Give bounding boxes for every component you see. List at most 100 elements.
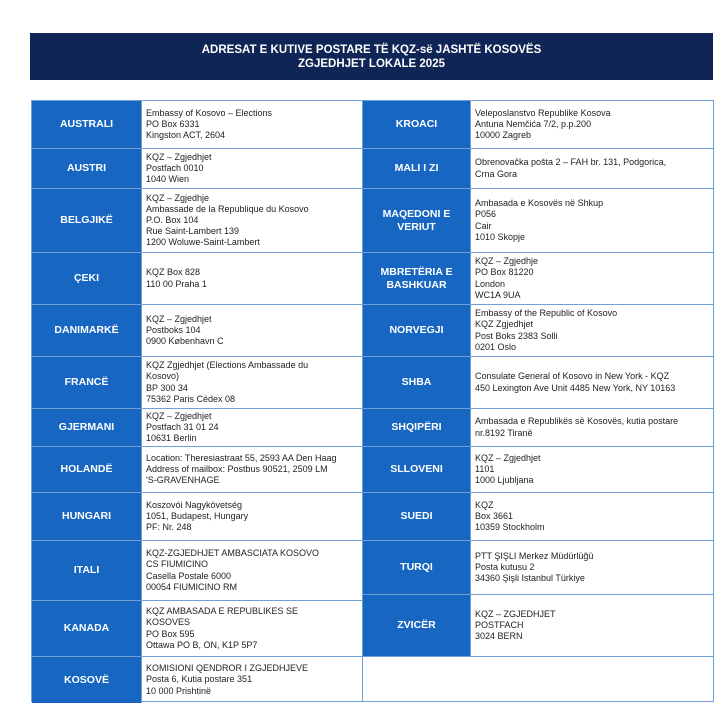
country-cell: AUSTRALI [32,101,142,148]
address-line: nr.8192 Tiranë [475,427,533,438]
address-line: Address of mailbox: Postbus 90521, 2509 … [146,463,328,474]
address-cell: KQZ – Zgjedhjet Postfach 0010 1040 Wien [142,149,362,188]
address-line: Ambasada e Kosovës në Shkup [475,198,604,209]
country-cell: FRANCË [32,357,142,408]
address-cell: Ambasada e Republikës së Kosovës, kutia … [471,409,713,446]
address-line: KQZ Zgjedhjet [475,319,534,330]
address-line: KOMISIONI QENDROR I ZGJEDHJEVE [146,663,309,674]
address-line: Embassy of the Republic of Kosovo [475,308,618,319]
address-line: Embassy of Kosovo – Elections [146,107,273,118]
country-cell: MAQEDONI E VERIUT [363,189,471,252]
address-cell: Embassy of the Republic of Kosovo KQZ Zgj… [471,305,713,356]
table-row: ZVICËR KQZ – ZGJEDHJET POSTFACH 3024 BERN [363,595,713,657]
header-title: ADRESAT E KUTIVE POSTARE TË KQZ-së JASHT… [201,43,542,56]
address-line: Veleposlanstvo Republike Kosova [475,107,611,118]
address-line: Koszovói Nagykövetség [146,499,243,510]
address-cell: Consulate General of Kosovo in New York … [471,357,713,408]
address-cell: Ambasada e Kosovës në Shkup P056 Cair 1010 … [471,189,713,252]
table-row: FRANCË KQZ Zgjedhjet (Elections Ambassade… [32,357,362,409]
table-row: GJERMANI KQZ – Zgjedhjet Postfach 31 01 24… [32,409,362,447]
country-cell: SUEDI [363,493,471,540]
address-line: KQZ Box 828 [146,267,201,278]
country-cell: SHQIPËRI [363,409,471,446]
address-cell: KQZ – ZGJEDHJET POSTFACH 3024 BERN [471,595,713,656]
table-row: TURQI PTT ŞIŞLI Merkez Müdürlüğü Posta kut… [363,541,713,595]
address-cell: Embassy of Kosovo – Elections PO Box 6331… [142,101,362,148]
country-cell: KANADA [32,601,142,656]
address-line: Postboks 104 [146,324,201,335]
table-row: BELGJIKË KQZ – Zgjedhje Ambassade de la Re… [32,189,362,253]
table-row: ITALI KQZ-ZGJEDHJET AMBASCIATA KOSOVO CS F… [32,541,362,601]
address-line: 10359 Stockholm [475,522,545,533]
address-line: KQZ-ZGJEDHJET AMBASCIATA KOSOVO [146,548,320,559]
address-line: Ambasada e Republikës së Kosovës, kutia … [475,416,679,427]
table-row: ÇEKI KQZ Box 828 110 00 Praha 1 [32,253,362,305]
address-line: 1051, Budapest, Hungary [146,510,249,521]
table-row: MAQEDONI E VERIUT Ambasada e Kosovës në S… [363,189,713,253]
address-line: Posta 6, Kutia postare 351 [146,674,253,685]
address-cell: KQZ Box 828 110 00 Praha 1 [142,253,362,304]
country-cell: GJERMANI [32,409,142,446]
address-line: 1000 Ljubljana [475,475,534,486]
address-line: PO Box 595 [146,628,195,639]
table-row: MBRETËRIA E BASHKUAR KQZ – Zgjedhje PO Box… [363,253,713,305]
address-line: Kingston ACT, 2604 [146,130,226,141]
table-row: SLLOVENI KQZ – Zgjedhjet 1101 1000 Ljubljan… [363,447,713,493]
address-cell: Koszovói Nagykövetség 1051, Budapest, Hun… [142,493,362,540]
country-cell: SHBA [363,357,471,408]
address-cell: Obrenovačka pošta 2 – FAH br. 131, Podgo… [471,149,713,188]
address-line: 0201 Oslo [475,341,517,352]
table-row: MALI I ZI Obrenovačka pošta 2 – FAH br. 1… [363,149,713,189]
address-line: Antuna Nemčića 7/2, p.p.200 [475,118,592,129]
address-cell: KQZ – Zgjedhjet 1101 1000 Ljubljana [471,447,713,492]
country-cell: MBRETËRIA E BASHKUAR [363,253,471,304]
address-cell: PTT ŞIŞLI Merkez Müdürlüğü Posta kutusu 2… [471,541,713,594]
country-cell: HOLANDË [32,447,142,492]
address-cell: KQZ-ZGJEDHJET AMBASCIATA KOSOVO CS FIUMIC… [142,541,362,600]
right-table: KROACI Veleposlanstvo Republike Kosova Ant… [362,100,714,702]
address-line: PF: Nr. 248 [146,522,192,533]
address-line: KQZ [475,499,494,510]
table-row: NORVEGJI Embassy of the Republic of Kosov… [363,305,713,357]
address-line: 75362 Paris Cédex 08 [146,393,236,404]
country-cell: ÇEKI [32,253,142,304]
header-title: ZGJEDHJET LOKALE 2025 [298,57,445,70]
table-row: KOSOVË KOMISIONI QENDROR I ZGJEDHJEVE Post… [32,657,362,703]
address-line: POSTFACH [475,619,524,630]
country-cell: TURQI [363,541,471,594]
address-line: Post Boks 2383 Solli [475,330,558,341]
country-cell: KROACI [363,101,471,148]
table-row: AUSTRI KQZ – Zgjedhjet Postfach 0010 1040 W… [32,149,362,189]
address-line: 1101 [475,463,495,474]
address-line: 10631 Berlin [146,433,197,444]
address-line: Postfach 31 01 24 [146,421,219,432]
address-line: KQZ – Zgjedhjet [146,313,212,324]
address-line: Consulate General of Kosovo in New York … [475,371,670,382]
address-line: 1040 Wien [146,174,190,185]
address-line: KQZ – Zgjedhje [146,192,210,203]
address-cell: KOMISIONI QENDROR I ZGJEDHJEVE Posta 6, K… [142,657,362,703]
table-row: SUEDI KQZ Box 3661 10359 Stockholm [363,493,713,541]
address-line: Ottawa PO B, ON, K1P 5P7 [146,639,258,650]
table-row: KANADA KQZ AMBASADA E REPUBLIKES SE KOSOVE… [32,601,362,657]
table-row: HOLANDË Location: Theresiastraat 55, 2593… [32,447,362,493]
table-row: KROACI Veleposlanstvo Republike Kosova Ant… [363,101,713,149]
address-line: 00054 FIUMICINO RM [146,581,238,592]
empty-row [363,657,713,703]
table-row: AUSTRALI Embassy of Kosovo – Elections PO … [32,101,362,149]
address-line: PO Box 6331 [146,118,200,129]
address-line: Cair [475,220,492,231]
table-row: HUNGARI Koszovói Nagykövetség 1051, Budape… [32,493,362,541]
address-line: 10 000 Prishtinë [146,685,212,696]
left-table: AUSTRALI Embassy of Kosovo – Elections PO … [31,100,363,703]
address-line: 0900 København C [146,336,224,347]
country-cell: NORVEGJI [363,305,471,356]
table-row: DANIMARKË KQZ – Zgjedhjet Postboks 104 0900… [32,305,362,357]
table-row: SHQIPËRI Ambasada e Republikës së Kosovës… [363,409,713,447]
address-cell: Location: Theresiastraat 55, 2593 AA Den… [142,447,362,492]
address-line: PTT ŞIŞLI Merkez Müdürlüğü [475,550,594,561]
address-line: Ambassade de la Republique du Kosovo [146,203,309,214]
address-line: PO Box 81220 [475,267,534,278]
address-line: KQZ – Zgjedhjet [146,410,212,421]
address-line: 1200 Woluwe-Saint-Lambert [146,237,260,248]
